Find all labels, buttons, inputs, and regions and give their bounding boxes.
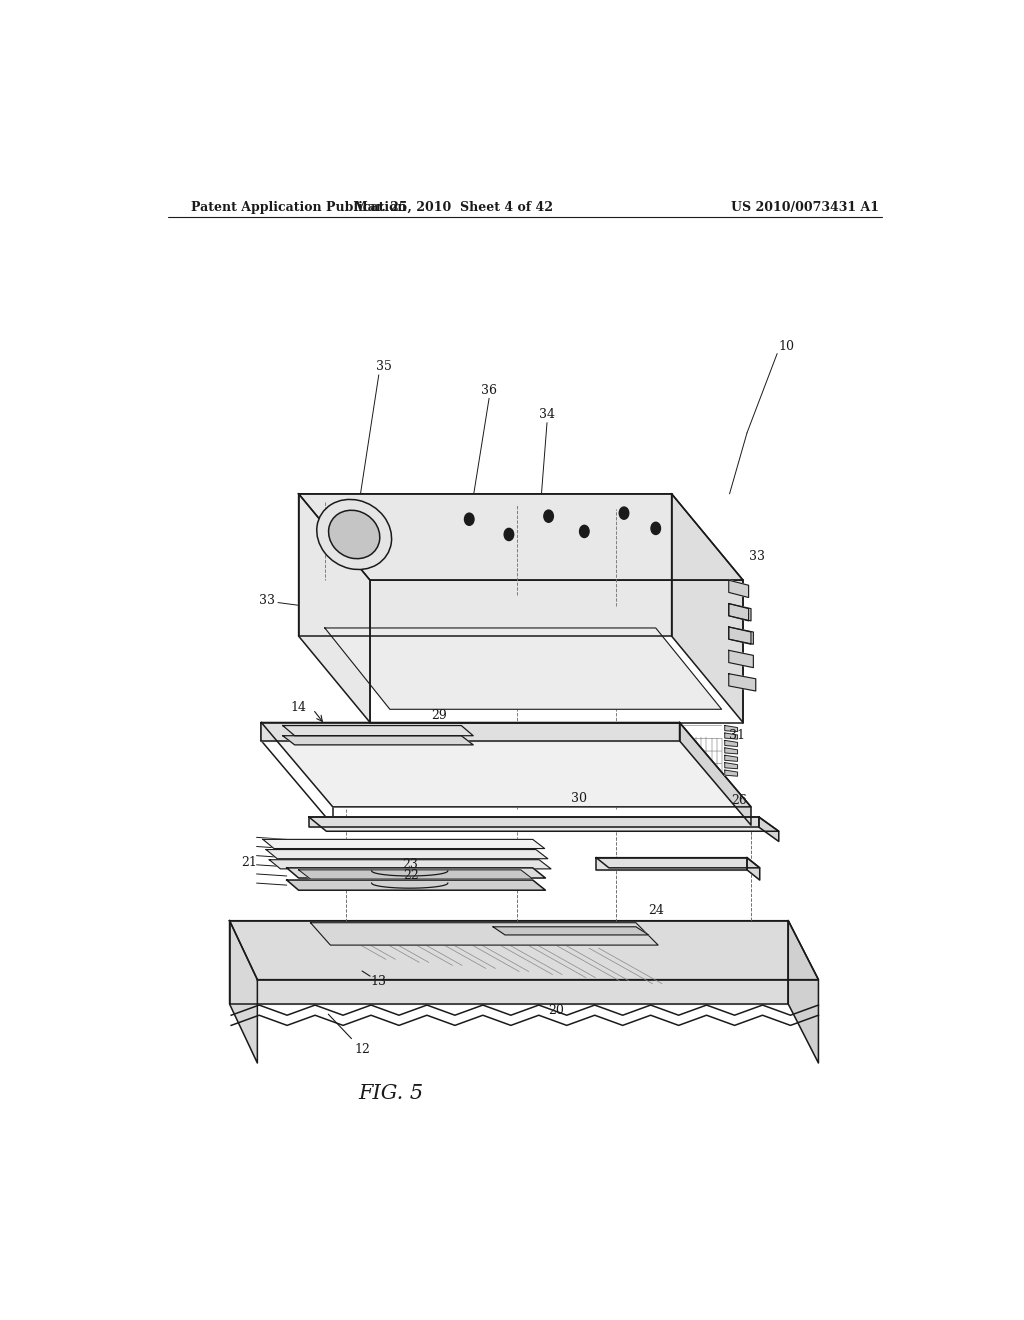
Polygon shape [261,722,751,807]
Text: 21: 21 [242,857,257,870]
Text: FIG. 5: FIG. 5 [358,1084,423,1104]
Polygon shape [310,923,658,945]
Text: 13: 13 [370,975,386,989]
Polygon shape [725,748,737,754]
Polygon shape [269,859,551,869]
Polygon shape [725,755,737,762]
Polygon shape [229,921,257,1063]
Polygon shape [725,733,737,739]
Circle shape [465,513,474,525]
Polygon shape [309,817,778,832]
Polygon shape [729,627,751,644]
Polygon shape [759,817,778,841]
Polygon shape [309,817,759,828]
Text: Patent Application Publication: Patent Application Publication [191,201,407,214]
Text: US 2010/0073431 A1: US 2010/0073431 A1 [731,201,880,214]
Polygon shape [261,722,680,741]
Polygon shape [729,581,749,598]
Polygon shape [729,603,749,620]
Polygon shape [299,494,370,722]
Polygon shape [299,870,532,879]
Polygon shape [725,770,737,776]
Text: 20: 20 [549,1003,564,1016]
Polygon shape [672,494,743,722]
Polygon shape [748,858,760,880]
Polygon shape [680,722,751,825]
Polygon shape [494,927,648,935]
Text: 24: 24 [648,904,664,917]
Polygon shape [283,726,473,735]
Text: 31: 31 [729,729,745,742]
Polygon shape [325,628,722,709]
Polygon shape [263,840,545,849]
Polygon shape [729,651,754,668]
Polygon shape [725,741,737,747]
Polygon shape [299,494,743,581]
Polygon shape [596,858,748,870]
Polygon shape [266,850,548,859]
Circle shape [651,523,660,535]
Circle shape [544,510,553,523]
Ellipse shape [316,499,391,569]
Polygon shape [287,880,546,890]
Text: 10: 10 [778,341,795,352]
Polygon shape [229,921,818,979]
Polygon shape [229,921,788,1005]
Text: 29: 29 [431,709,446,722]
Text: 14: 14 [291,701,306,714]
Polygon shape [287,867,546,878]
Circle shape [504,528,514,541]
Text: Mar. 25, 2010  Sheet 4 of 42: Mar. 25, 2010 Sheet 4 of 42 [354,201,553,214]
Polygon shape [299,494,672,636]
Text: 33: 33 [749,550,765,564]
Polygon shape [725,763,737,768]
Circle shape [580,525,589,537]
Text: 30: 30 [570,792,587,805]
Polygon shape [788,921,818,1063]
Text: 22: 22 [403,870,419,883]
Polygon shape [596,858,760,867]
Text: 35: 35 [376,360,391,374]
Polygon shape [725,726,737,731]
Text: 23: 23 [401,858,418,871]
Text: 34: 34 [539,408,555,421]
Text: 36: 36 [481,384,497,396]
Text: 12: 12 [354,1043,370,1056]
Polygon shape [283,735,473,744]
Text: 26: 26 [731,795,748,808]
Text: 33: 33 [259,594,274,607]
Polygon shape [729,603,751,620]
Ellipse shape [329,511,380,558]
Circle shape [620,507,629,519]
Polygon shape [729,673,756,690]
Polygon shape [729,627,754,644]
